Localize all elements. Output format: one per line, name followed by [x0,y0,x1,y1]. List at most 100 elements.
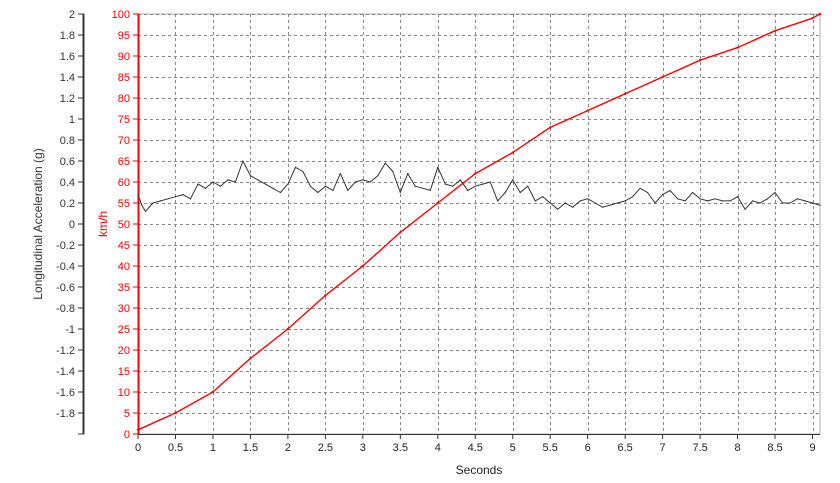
y-right-tick-label: 30 [118,303,130,315]
x-tick-label: 7 [660,442,666,454]
acceleration-data-point [497,200,499,202]
acceleration-data-point [677,198,679,200]
acceleration-data-point [714,198,716,200]
series-layer [136,12,822,431]
acceleration-data-point [347,189,349,191]
speed-data-point [623,92,627,96]
acceleration-data-point [669,189,671,191]
acceleration-data-point [632,196,634,198]
speed-data-point [698,59,702,62]
acceleration-data-point [167,198,169,200]
acceleration-data-point [781,202,784,204]
acceleration-data-point [766,198,769,200]
y-left-tick-label: -1.2 [56,345,75,357]
axes: -1.8 -1.6 -1.4 -1.2 -1 -0.8 -0.6 -0.4 -0.2 0 0.2 0.… [56,9,820,454]
acceleration-data-point [617,202,619,204]
acceleration-data-point [354,181,356,183]
acceleration-data-point [706,200,709,202]
acceleration-data-point [557,208,559,210]
y-left-tick-label: 2 [69,9,75,21]
acceleration-data-point [729,200,731,202]
y-right-axis-title: km/h [96,211,110,237]
acceleration-data-point [804,200,806,202]
acceleration-series-line [137,160,821,212]
y-right-tick-label: 60 [118,177,130,189]
acceleration-data-point [294,166,296,168]
y-left-tick-label: 0.8 [60,135,75,147]
y-right-tick-label: 10 [118,387,130,399]
x-axis-title: Seconds [456,463,503,477]
acceleration-data-point [467,189,469,191]
x-tick-label: 5 [510,442,516,454]
y-right-tick-label: 25 [118,324,130,336]
acceleration-data-point [639,187,641,189]
acceleration-data-point [339,173,341,175]
y-right-tick-label: 40 [118,261,130,273]
speed-data-point [586,109,589,112]
x-tick-label: 6 [585,442,591,454]
speed-data-point [211,390,215,394]
acceleration-data-point [234,181,237,183]
x-tick-label: 3 [360,442,366,454]
speed-data-point [811,17,814,20]
acceleration-data-point [227,179,229,181]
x-tick-label: 7.5 [692,442,707,454]
speed-data-point [736,46,739,49]
acceleration-data-point [699,198,701,200]
y-right-tick-label: 45 [118,240,130,252]
y-right-tick-label: 75 [118,114,130,126]
x-tick-label: 2.5 [318,442,333,454]
acceleration-data-point [609,204,611,206]
speed-data-point [474,172,477,175]
acceleration-data-point [377,175,379,177]
y-left-tick-label: -1.4 [56,366,75,378]
y-right-tick-label: 5 [124,408,130,420]
acceleration-data-point [189,198,192,200]
speed-data-point [361,264,365,268]
acceleration-data-point [759,202,761,204]
acceleration-data-point [399,191,401,194]
speed-data-point [136,428,140,431]
speed-data-point [661,75,664,79]
acceleration-data-point [249,175,252,177]
acceleration-data-point [482,183,484,185]
acceleration-data-point [662,194,664,196]
y-left-tick-label: -0.2 [56,240,75,252]
y-left-tick-label: 1.6 [60,51,75,63]
acceleration-data-point [444,183,446,185]
y-right-tick-label: 95 [118,30,130,42]
acceleration-data-point [141,204,143,206]
y-left-tick-label: 1 [69,114,75,126]
acceleration-data-point [811,202,814,204]
acceleration-data-point [414,185,416,187]
acceleration-data-point [572,206,574,208]
x-tick-label: 4 [435,442,441,454]
acceleration-data-point [242,160,244,162]
speed-data-point [548,126,552,129]
speed-data-point [436,201,439,205]
y-right-tick-label: 50 [118,219,130,231]
acceleration-data-point [257,179,259,181]
y-right-tick-label: 35 [118,282,130,294]
y-left-tick-label: 0.2 [60,198,75,210]
y-right-tick-label: 55 [118,198,130,210]
x-tick-label: 8 [734,442,740,454]
y-right-tick-label: 0 [124,429,130,441]
acceleration-data-point [744,208,746,210]
y-left-tick-label: 0.4 [60,177,75,189]
acceleration-data-point [272,187,274,189]
acceleration-data-point [527,185,529,187]
y-right-tick-label: 80 [118,93,130,105]
acceleration-data-point [751,200,754,202]
speed-data-point [818,12,822,16]
y-left-tick-label: -1 [65,324,75,336]
acceleration-data-point [594,202,596,204]
y-left-tick-label: -0.6 [56,282,75,294]
speed-data-point [511,151,514,154]
acceleration-data-point [489,181,491,183]
speed-series-line [137,13,821,431]
acceleration-data-point [684,200,686,202]
acceleration-data-point [437,166,439,168]
acceleration-data-point [587,198,589,200]
